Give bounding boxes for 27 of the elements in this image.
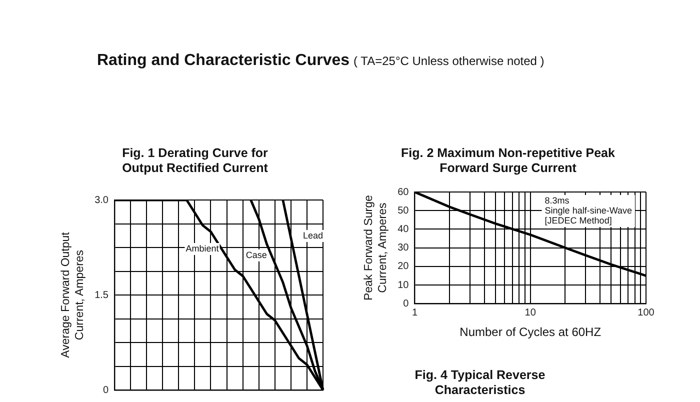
x-tick-label: 10 bbox=[524, 307, 536, 318]
y-tick-label: 50 bbox=[398, 205, 410, 216]
annotation: Single half-sine-Wave bbox=[544, 205, 632, 216]
y-tick-label: 30 bbox=[398, 242, 410, 254]
y-tick-label: 20 bbox=[398, 261, 410, 272]
text: ( TA=25°C Unless otherwise noted ) bbox=[354, 54, 544, 68]
x-tick-label: 1 bbox=[412, 307, 418, 318]
annotation: [JEDEC Method] bbox=[544, 215, 612, 226]
y-axis-title: Average Forward Output Current, Amperes bbox=[60, 231, 86, 358]
y-tick-label: 3.0 bbox=[94, 194, 109, 206]
series-label: Ambient bbox=[186, 243, 220, 254]
text: Fig. 4 Typical Reverse Characteristics bbox=[414, 368, 546, 398]
series-label: Lead bbox=[302, 230, 323, 240]
chart-title: Fig. 2 Maximum Non-repetitive Peak Forward Surge Current bbox=[400, 146, 616, 177]
y-tick-label: 0 bbox=[403, 298, 410, 310]
y-tick-label: 0 bbox=[102, 384, 109, 396]
chart-title: Fig. 1 Derating Curve for Output Rectified Current bbox=[121, 146, 269, 177]
y-axis-title: Peak Forward Surge Current, Amperes bbox=[363, 195, 389, 301]
y-tick-label: 1.5 bbox=[94, 290, 109, 301]
x-axis-title: Number of Cycles at 60HZ bbox=[460, 325, 602, 340]
x-tick-label: 100 bbox=[638, 307, 655, 318]
y-tick-label: 10 bbox=[398, 280, 410, 291]
text: Rating and Characteristic Curves bbox=[97, 52, 350, 69]
y-tick-label: 60 bbox=[398, 186, 410, 198]
annotation: 8.3ms bbox=[544, 195, 570, 206]
series-label: Case bbox=[246, 250, 267, 260]
y-tick-label: 40 bbox=[398, 224, 410, 235]
